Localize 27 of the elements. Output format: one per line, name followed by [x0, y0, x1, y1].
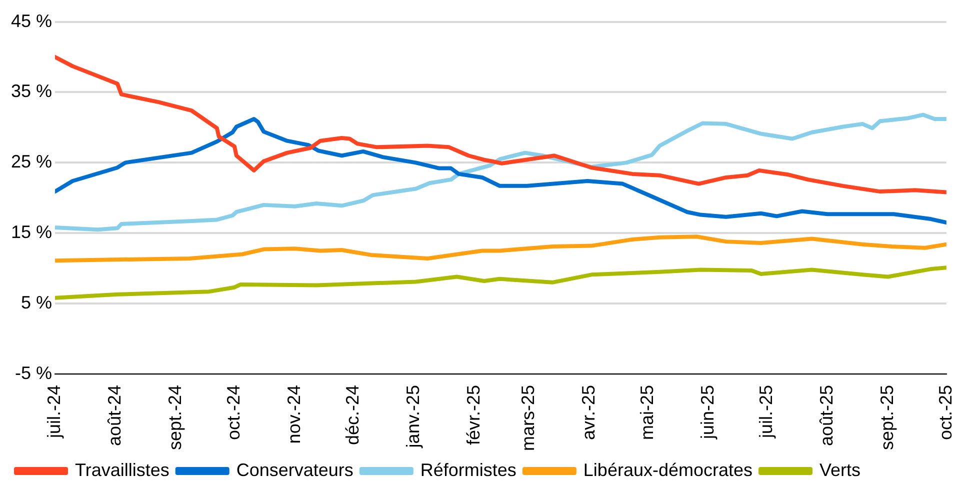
y-tick-label: 35 %: [10, 81, 52, 102]
legend-label: Travaillistes: [75, 460, 170, 480]
x-tick-label: févr.-25: [463, 384, 484, 446]
x-tick-label: juil.-24: [44, 384, 64, 440]
x-tick-label: déc.-24: [342, 384, 362, 446]
x-tick-label: juil.-25: [756, 384, 776, 440]
legend-label: Libéraux-démocrates: [583, 460, 753, 480]
x-tick-label: avr.-25: [578, 384, 598, 440]
x-tick-label: oct.-25: [935, 384, 956, 440]
x-tick-label: août-24: [104, 384, 124, 446]
x-tick-label: août-25: [816, 384, 836, 446]
y-tick-label: 5 %: [20, 292, 52, 313]
x-tick-label: juin-25: [697, 384, 718, 440]
legend-label: Réformistes: [420, 460, 516, 480]
x-tick-label: janv.-25: [402, 384, 423, 449]
x-tick-label: sept.-24: [164, 384, 185, 450]
y-tick-label: 15 %: [10, 222, 52, 242]
x-tick-label: nov.-24: [284, 384, 304, 444]
y-tick-label: 25 %: [10, 152, 52, 172]
x-tick-label: mai-25: [636, 384, 657, 440]
x-tick-label: sept.-25: [876, 384, 897, 450]
x-tick-label: oct.-24: [223, 384, 244, 440]
legend-label: Verts: [820, 460, 861, 480]
y-tick-label: -5 %: [15, 362, 52, 383]
legend-label: Conservateurs: [236, 460, 354, 480]
x-tick-label: mars-25: [518, 384, 538, 451]
y-tick-label: 45 %: [10, 10, 52, 31]
